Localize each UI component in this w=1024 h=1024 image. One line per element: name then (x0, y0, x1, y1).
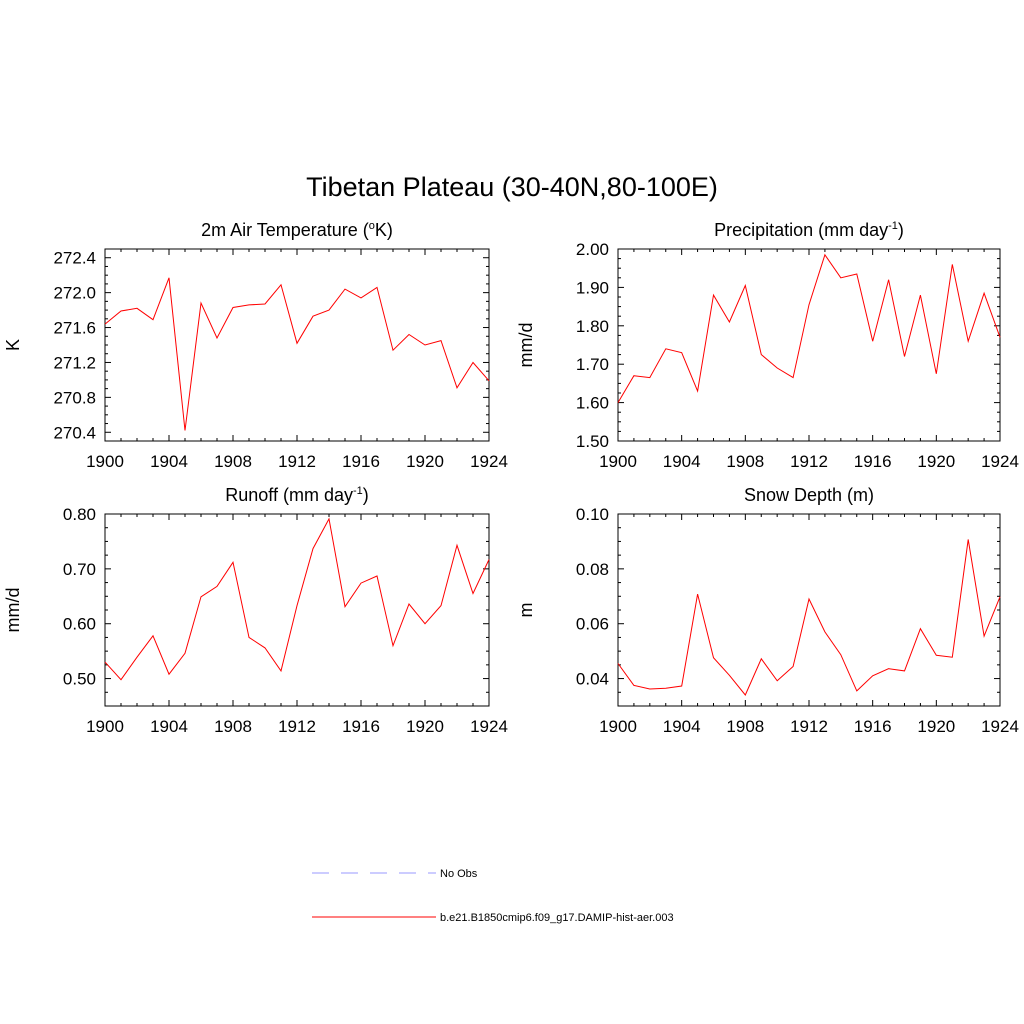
y-tick-label: 0.10 (576, 505, 609, 524)
x-tick-label: 1900 (86, 452, 124, 471)
x-tick-label: 1920 (406, 717, 444, 736)
plot-frame (617, 248, 1001, 442)
x-tick-label: 1912 (278, 717, 316, 736)
x-tick-label: 1916 (854, 452, 892, 471)
figure-title: Tibetan Plateau (30-40N,80-100E) (306, 172, 718, 202)
panel-title: Snow Depth (m) (744, 485, 874, 505)
x-tick-label: 1912 (278, 452, 316, 471)
y-tick-label: 0.06 (576, 615, 609, 634)
series-line (617, 253, 1001, 403)
series-line (617, 539, 1001, 696)
y-tick-label: 1.60 (576, 394, 609, 413)
x-tick-label: 1916 (854, 717, 892, 736)
x-tick-label: 1916 (342, 452, 380, 471)
y-tick-label: 1.80 (576, 317, 609, 336)
y-tick-label: 272.4 (53, 249, 96, 268)
x-tick-label: 1900 (86, 717, 124, 736)
y-tick-label: 1.50 (576, 432, 609, 451)
y-axis-label: mm/d (3, 588, 23, 633)
panel-precipitation: 1900 1904 1908 1912 1916 1920 1924 1.50 1.60 1.70… (516, 220, 1019, 471)
y-tick-label: 0.50 (63, 670, 96, 689)
x-tick-label: 1920 (917, 452, 955, 471)
panel-title: Precipitation (mm day-1) (714, 220, 904, 240)
y-tick-label: 272.0 (53, 284, 96, 303)
plot-frame (104, 248, 490, 442)
x-tick-label: 1924 (981, 717, 1019, 736)
series-line (104, 517, 490, 681)
panel-title: Runoff (mm day-1) (225, 485, 369, 505)
y-tick-label: 0.60 (63, 615, 96, 634)
x-tick-label: 1908 (214, 717, 252, 736)
y-tick-label: 271.6 (53, 319, 96, 338)
y-tick-label: 1.70 (576, 355, 609, 374)
legend-label: No Obs (440, 868, 478, 880)
x-tick-label: 1900 (599, 452, 637, 471)
y-tick-label: 0.08 (576, 560, 609, 579)
x-tick-label: 1904 (150, 452, 188, 471)
x-tick-label: 1904 (663, 452, 701, 471)
y-tick-label: 0.70 (63, 560, 96, 579)
x-tick-label: 1908 (214, 452, 252, 471)
x-tick-label: 1920 (406, 452, 444, 471)
y-tick-label: 1.90 (576, 278, 609, 297)
x-tick-label: 1924 (981, 452, 1019, 471)
x-tick-label: 1900 (599, 717, 637, 736)
x-tick-label: 1916 (342, 717, 380, 736)
plot-frame (617, 513, 1001, 707)
panel-snow-depth: 1900 1904 1908 1912 1916 1920 1924 0.04 0.06 0.08… (516, 485, 1019, 736)
x-tick-label: 1924 (470, 717, 508, 736)
panel-title: 2m Air Temperature (oK) (201, 220, 393, 240)
x-tick-label: 1912 (790, 717, 828, 736)
y-axis-label: K (3, 339, 23, 351)
x-tick-label: 1904 (150, 717, 188, 736)
x-tick-label: 1924 (470, 452, 508, 471)
y-tick-label: 271.2 (53, 353, 96, 372)
x-tick-label: 1908 (726, 717, 764, 736)
panel-runoff: 1900 1904 1908 1912 1916 1920 1924 0.50 0.60 0.70… (3, 485, 508, 736)
x-tick-label: 1908 (726, 452, 764, 471)
y-axis-label: mm/d (516, 323, 536, 368)
x-tick-label: 1912 (790, 452, 828, 471)
panel-air-temperature: 1900 1904 1908 1912 1916 1920 1924 270.4 270.8 27… (3, 220, 508, 471)
y-axis-label: m (516, 603, 536, 618)
plot-frame (104, 513, 490, 707)
panels: 1900 1904 1908 1912 1916 1920 1924 270.4 270.8 27… (3, 220, 1019, 736)
y-tick-label: 0.04 (576, 670, 609, 689)
series-line (104, 277, 490, 431)
y-tick-label: 2.00 (576, 240, 609, 259)
legend: No Obs b.e21.B1850cmip6.f09_g17.DAMIP-his… (312, 868, 674, 924)
legend-label: b.e21.B1850cmip6.f09_g17.DAMIP-hist-aer.… (440, 912, 674, 924)
x-tick-label: 1920 (917, 717, 955, 736)
x-tick-label: 1904 (663, 717, 701, 736)
y-tick-label: 270.4 (53, 423, 96, 442)
y-tick-label: 0.80 (63, 505, 96, 524)
y-tick-label: 270.8 (53, 388, 96, 407)
